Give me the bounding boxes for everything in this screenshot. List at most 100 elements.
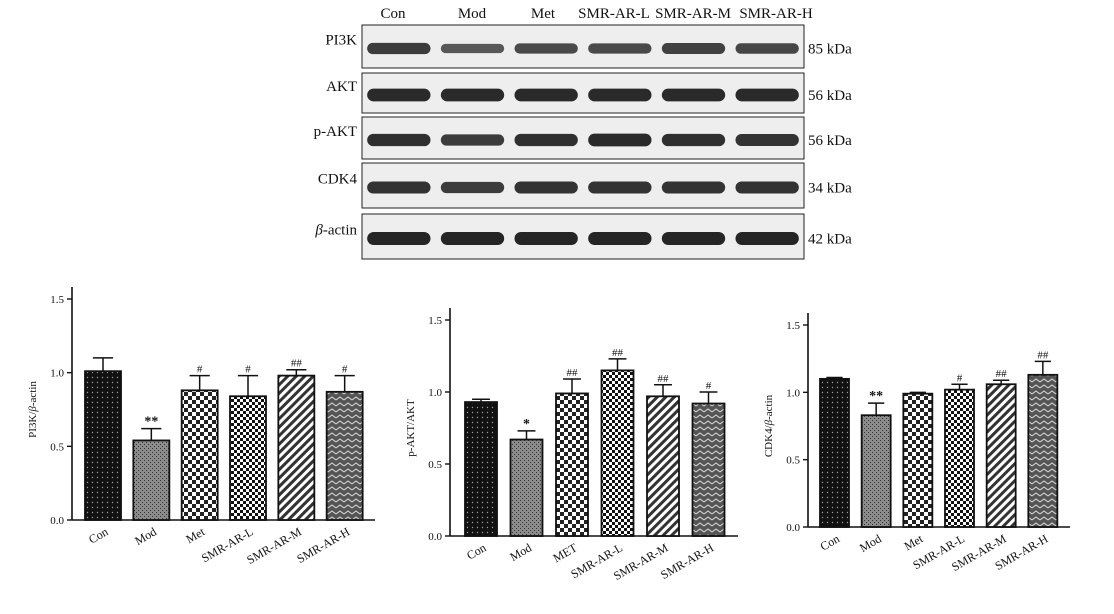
significance-label: ## <box>291 358 303 370</box>
bar <box>464 401 498 537</box>
blot-row <box>361 116 805 160</box>
blot-band <box>367 88 431 102</box>
significance-label: # <box>342 364 348 376</box>
bar <box>229 395 267 521</box>
y-axis-label: PI3K/β-actin <box>27 381 39 438</box>
row-label: AKT <box>326 79 357 95</box>
lane-label: SMR-AR-L <box>578 6 650 22</box>
blot-row <box>361 24 805 69</box>
blot-band <box>514 181 578 194</box>
significance-label: # <box>706 380 712 392</box>
blot-band <box>514 88 578 102</box>
blot-band <box>514 43 578 54</box>
lane-label: SMR-AR-M <box>655 6 731 22</box>
significance-label: ## <box>658 373 670 385</box>
x-tick-label: Mod <box>857 531 884 554</box>
blot-row <box>361 162 805 209</box>
y-axis-label: CDK4/β-actin <box>763 394 775 457</box>
blot-band <box>661 232 726 245</box>
lane-label: SMR-AR-H <box>739 6 813 22</box>
significance-label: # <box>197 364 203 376</box>
bar <box>819 377 850 528</box>
y-tick-label: 1.5 <box>50 294 64 306</box>
significance-label: # <box>245 364 251 376</box>
blot-band <box>440 232 505 245</box>
blot-band <box>367 42 431 55</box>
lane-label: Mod <box>458 6 487 22</box>
significance-label: ## <box>1037 349 1049 361</box>
row-label: CDK4 <box>318 172 358 188</box>
bar <box>691 402 726 537</box>
blot-band <box>588 232 652 245</box>
y-tick-label: 1.5 <box>786 320 800 332</box>
bar <box>1027 373 1059 528</box>
blot-band <box>735 181 799 194</box>
y-tick-label: 0.5 <box>786 455 800 467</box>
lane-label: Con <box>380 6 406 22</box>
bar <box>509 438 544 537</box>
significance-label: # <box>957 372 963 384</box>
significance-label: ## <box>612 347 624 359</box>
y-axis-label: p-AKT/AKT <box>405 399 417 457</box>
blot-band <box>588 133 652 147</box>
kda-label: 42 kDa <box>808 232 852 248</box>
lane-label: Met <box>531 6 556 22</box>
blot-band <box>661 88 726 102</box>
bar <box>860 414 892 528</box>
blot-band <box>735 134 799 146</box>
blot-band <box>514 133 578 147</box>
significance-label: ## <box>567 367 579 379</box>
bar <box>84 370 122 521</box>
row-label: PI3K <box>325 33 357 49</box>
bar <box>944 388 975 528</box>
significance-label: * <box>523 417 530 432</box>
kda-label: 85 kDa <box>808 42 852 58</box>
x-tick-label: Met <box>902 531 926 553</box>
y-tick-label: 1.0 <box>786 387 800 399</box>
blot-band <box>440 88 505 102</box>
blot-frame <box>361 162 805 209</box>
blot-band <box>367 232 431 245</box>
western-blot-panel: Con Mod Met SMR-AR-L SMR-AR-M SMR-AR-H PI3K 85 … <box>314 6 852 260</box>
blot-band <box>440 43 505 54</box>
significance-label: ## <box>996 368 1008 380</box>
bar <box>902 392 934 528</box>
significance-label: ** <box>144 415 158 430</box>
bar <box>180 389 219 521</box>
kda-label: 56 kDa <box>808 133 852 149</box>
significance-label: ** <box>869 389 883 404</box>
blot-band <box>440 181 505 194</box>
blot-row <box>361 72 805 114</box>
blot-band <box>735 232 799 245</box>
row-label: p-AKT <box>314 124 357 140</box>
blot-frame <box>361 72 805 114</box>
blot-frame <box>361 213 805 260</box>
y-tick-label: 0.0 <box>50 515 64 527</box>
blot-band <box>735 43 799 54</box>
blot-band <box>661 133 726 147</box>
y-tick-label: 1.0 <box>428 387 442 399</box>
blot-band <box>367 181 431 194</box>
blot-frame <box>361 24 805 69</box>
kda-label: 34 kDa <box>808 181 852 197</box>
blot-band <box>588 88 652 102</box>
blot-band <box>588 43 652 54</box>
blot-band <box>514 232 578 245</box>
y-tick-label: 0.0 <box>786 522 800 534</box>
x-tick-label: Con <box>818 531 842 553</box>
y-tick-label: 0.5 <box>50 441 64 453</box>
blot-band <box>661 43 726 54</box>
y-tick-label: 0.5 <box>428 459 442 471</box>
y-tick-label: 1.5 <box>428 315 442 327</box>
y-tick-label: 1.0 <box>50 368 64 380</box>
bar <box>646 395 680 537</box>
blot-band <box>588 181 652 194</box>
row-label: β-actin <box>314 223 357 239</box>
y-tick-label: 0.0 <box>428 531 442 543</box>
blot-band <box>440 134 505 146</box>
blot-band <box>735 88 799 102</box>
bar <box>985 383 1017 528</box>
